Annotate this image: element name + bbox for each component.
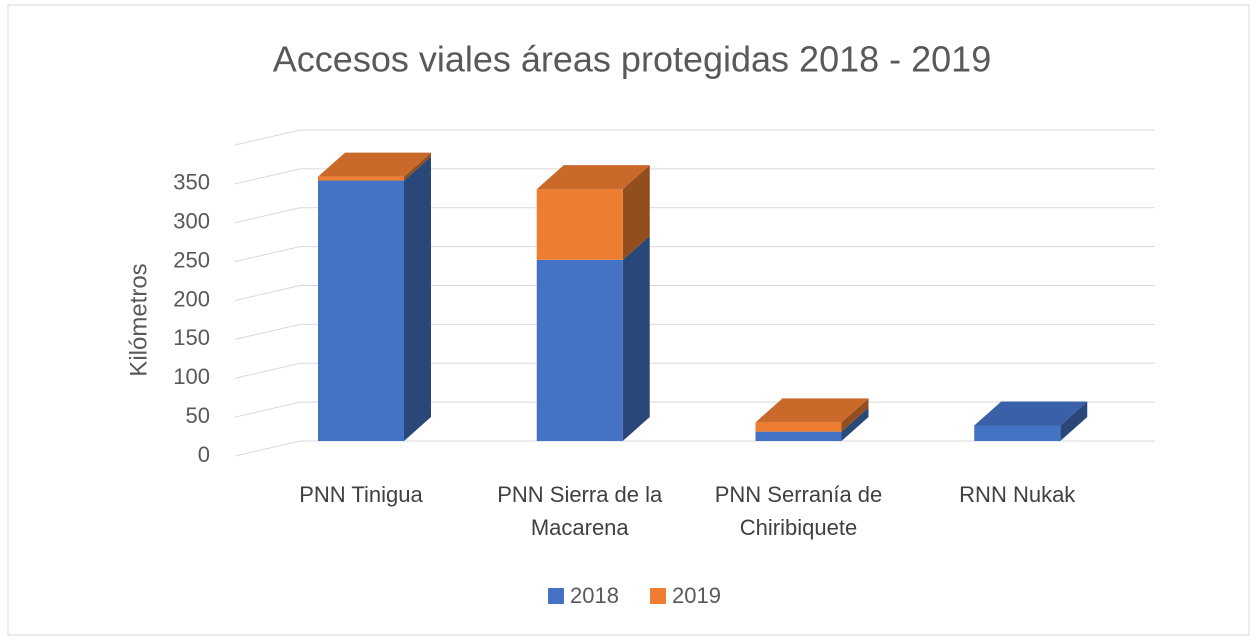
bar-side [622,165,650,260]
y-tick-label: 350 [173,170,210,195]
chart-title: Accesos viales áreas protegidas 2018 - 2… [273,39,991,80]
grid-line-side [234,207,301,224]
bar [974,425,1061,441]
x-tick-label: RNN Nukak [959,482,1076,507]
y-tick-label: 50 [186,403,210,428]
wall-side-top [234,129,301,146]
y-tick-label: 250 [173,247,210,272]
bar-side [622,235,650,441]
legend-swatch [548,588,564,604]
bar [755,422,842,432]
bar [755,431,842,441]
legend-label: 2019 [672,583,721,608]
bar [536,259,623,441]
y-tick-label: 150 [173,325,210,350]
grid-line-side [234,323,301,340]
legend-label: 2018 [570,583,619,608]
grid-line-side [234,168,301,185]
grid-line-side [234,246,301,263]
bar-side [404,156,431,441]
y-tick-label: 100 [173,364,210,389]
x-tick-label: PNN Serranía de Chiribiquete [714,482,883,540]
bar [318,180,404,441]
bar-side [841,407,869,441]
bar-top [755,398,869,423]
bar [536,189,623,260]
bar-top [318,152,431,177]
x-tick-label: PNN Tinigua [299,482,423,507]
grid-line-side [234,440,301,457]
bar-side [841,398,869,432]
grid-line-side [234,362,301,379]
bar-side [404,152,431,181]
y-tick-label: 300 [173,209,210,234]
bar-top [974,401,1088,426]
x-tick-label: PNN Sierra de la Macarena [497,482,663,540]
y-axis-title: Kilómetros [125,263,152,376]
bar-side [1060,401,1088,441]
bar [318,176,404,181]
grid-line-side [234,285,301,301]
y-tick-label: 0 [198,442,210,467]
bar-top [536,165,650,190]
legend-swatch [650,588,666,604]
grid-line-side [234,401,301,418]
y-tick-label: 200 [173,286,210,311]
